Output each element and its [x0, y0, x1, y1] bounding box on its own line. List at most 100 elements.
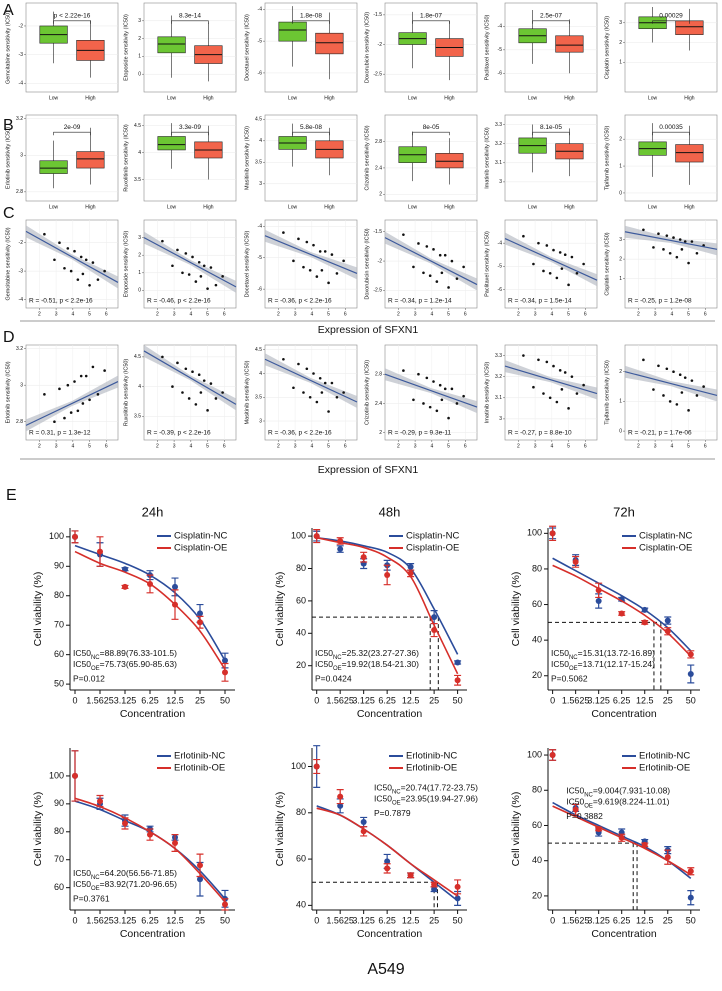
x-tick-label: 3: [55, 443, 58, 449]
panel-label: A: [3, 2, 14, 19]
point: [687, 409, 690, 412]
correlation-label: R = -0.39, p < 2.2e-16: [147, 430, 211, 437]
y-tick-label: 70: [54, 620, 64, 630]
point: [618, 610, 625, 617]
x-tick-label: 25: [429, 695, 439, 705]
x-tick-label: 12.5: [166, 915, 184, 925]
x-tick-label: Low: [288, 95, 298, 101]
ic50-subscript: OE: [91, 886, 100, 892]
legend-label: Cisplatin-OE: [639, 543, 692, 554]
point: [549, 752, 556, 759]
correlation-label: R = 0.31, p = 1.3e-12: [29, 430, 91, 437]
point: [657, 364, 660, 368]
ic50-prefix: IC50: [315, 659, 333, 669]
point: [563, 253, 567, 257]
x-tick-label: 2: [156, 311, 159, 317]
ic50-prefix: IC50: [551, 648, 569, 658]
point: [425, 245, 429, 248]
point: [545, 360, 549, 364]
point: [695, 251, 699, 255]
point: [665, 367, 669, 371]
y-tick-label: -2: [378, 42, 383, 48]
correlation-label: R = -0.36, p < 2.2e-16: [268, 430, 332, 437]
point: [432, 248, 435, 251]
x-tick-label: Low: [49, 204, 59, 210]
point: [313, 763, 320, 770]
ic50-prefix: IC50: [566, 797, 584, 807]
y-axis-label: Ruxolitinib sensitivity (IC50): [123, 359, 129, 427]
y-tick-label: 20: [532, 670, 542, 680]
point: [690, 240, 694, 243]
y-tick-label: 3: [499, 179, 502, 185]
y-tick-label: -6: [498, 287, 503, 293]
point: [81, 402, 85, 405]
correlation-label: R = -0.46, p < 2.2e-16: [147, 298, 211, 305]
ic50-value: =15.31(13.72-16.89): [578, 648, 655, 658]
x-tick-label: 1.5625: [86, 695, 114, 705]
ic50-value: =25.32(23.27-27.36): [342, 648, 419, 658]
x-tick-label: 4: [430, 443, 433, 449]
point: [683, 376, 687, 379]
x-tick-label: 12.5: [636, 695, 654, 705]
point: [194, 403, 198, 406]
x-tick-label: 4: [670, 443, 673, 449]
point: [79, 374, 83, 378]
legend-label: Cisplatin-NC: [639, 531, 692, 542]
x-tick-label: High: [564, 95, 575, 101]
ic50-value: =9.619(8.224-11.01): [593, 797, 670, 807]
x-tick-label: Low: [648, 95, 658, 101]
ic50-label: IC50NC=15.31(13.72-16.89): [551, 648, 655, 660]
panel-label: D: [3, 329, 15, 346]
x-tick-label: 6.25: [613, 695, 631, 705]
ic50-label: IC50OE=23.95(19.94-27.96): [374, 794, 478, 806]
x-tick-label: Low: [408, 95, 418, 101]
point: [91, 261, 95, 264]
point: [43, 393, 46, 396]
point: [342, 391, 345, 394]
point: [103, 269, 106, 273]
point: [318, 376, 322, 380]
x-tick-label: High: [203, 204, 214, 210]
y-tick-label: 80: [296, 807, 306, 817]
y-axis-label: Cell viability (%): [274, 572, 286, 647]
ic50-prefix: IC50: [73, 879, 91, 889]
ic50-subscript: NC: [569, 655, 578, 661]
point: [335, 272, 339, 275]
point: [683, 240, 687, 243]
y-axis-label: Cell viability (%): [510, 792, 522, 867]
point: [97, 798, 103, 805]
box: [157, 36, 186, 54]
y-axis-label: Cisplatin sensitivity (IC50): [604, 16, 610, 79]
point: [537, 241, 540, 245]
point: [687, 670, 694, 677]
ic50-subscript: OE: [91, 666, 100, 672]
y-tick-label: -2.5: [373, 288, 382, 294]
y-axis-label: Docetaxel sensitivity (IC50): [244, 231, 250, 298]
p-value: 8.1e-05: [540, 124, 562, 131]
point: [402, 369, 405, 372]
point: [668, 400, 672, 403]
point: [197, 876, 203, 883]
point: [63, 266, 66, 270]
point: [675, 255, 679, 259]
y-axis-label: Imatinib sensitivity (IC50): [484, 127, 490, 189]
point: [560, 267, 564, 270]
y-tick-label: 0: [619, 190, 622, 196]
p-value: 8.3e-14: [179, 13, 201, 20]
ic50-prefix: IC50: [315, 648, 333, 658]
point: [197, 260, 201, 264]
x-tick-label: 5: [206, 311, 209, 317]
ic50-value: =13.71(12.17-15.24): [578, 659, 655, 669]
point: [532, 385, 535, 389]
point: [687, 651, 694, 658]
point: [532, 262, 535, 266]
point: [545, 244, 549, 247]
ic50-prefix: IC50: [73, 648, 91, 658]
point: [58, 387, 61, 391]
panel-label: C: [3, 205, 15, 222]
x-tick-label: High: [324, 204, 335, 210]
x-tick-label: Low: [408, 204, 418, 210]
y-tick-label: 60: [54, 649, 64, 659]
y-tick-label: 1: [619, 276, 622, 282]
x-tick-label: 1.5625: [326, 915, 354, 925]
